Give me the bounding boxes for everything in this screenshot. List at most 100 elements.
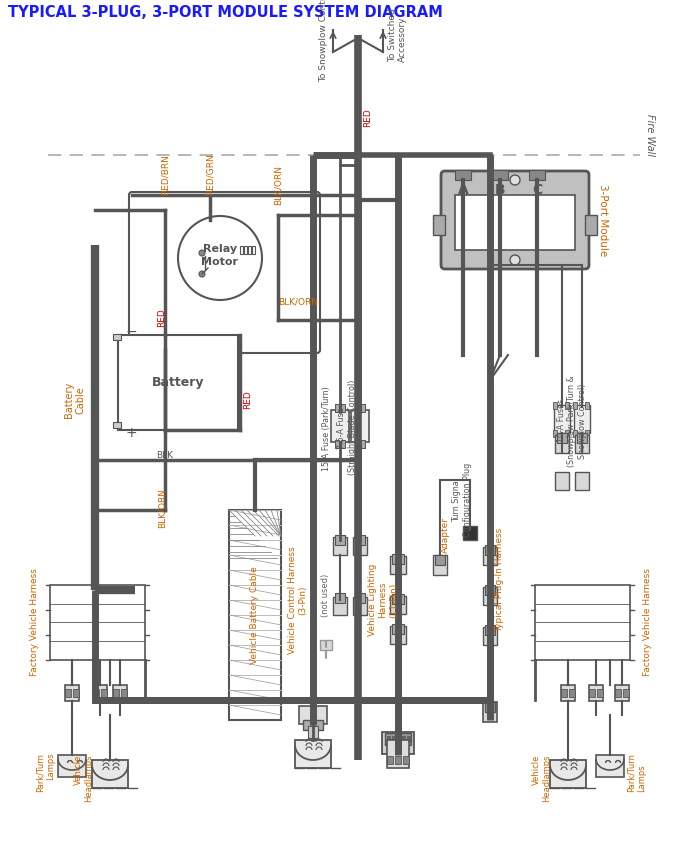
Bar (335, 593, 345, 603)
Bar (320, 640, 332, 650)
Bar (295, 740, 331, 768)
Bar (121, 689, 127, 697)
Circle shape (199, 250, 205, 256)
Bar (353, 537, 367, 555)
Bar (585, 430, 589, 437)
Bar (299, 706, 327, 724)
Text: 10-A Fuses
(Snowplow Park/Turn &
Snowplow Control): 10-A Fuses (Snowplow Park/Turn & Snowplo… (557, 375, 587, 467)
Bar (392, 736, 395, 742)
Text: 15-A Fuse (Park/Turn): 15-A Fuse (Park/Turn) (323, 386, 332, 471)
Text: Vehicle
Headlamps: Vehicle Headlamps (74, 754, 93, 802)
Text: B: B (495, 183, 505, 197)
Bar (615, 685, 629, 701)
Text: −: − (126, 325, 138, 339)
Bar (623, 689, 629, 697)
Text: BLK/ORN: BLK/ORN (158, 488, 167, 528)
FancyBboxPatch shape (441, 171, 589, 269)
Bar (308, 726, 318, 738)
Bar (485, 702, 495, 712)
Bar (341, 440, 345, 448)
Bar (387, 736, 390, 742)
Bar (397, 736, 400, 742)
Bar (248, 246, 251, 254)
Bar (385, 733, 411, 745)
Text: A: A (457, 183, 468, 197)
Bar (403, 756, 409, 764)
Text: C: C (532, 183, 542, 197)
Bar (341, 404, 345, 412)
Bar (455, 195, 575, 250)
Bar (92, 760, 128, 788)
Bar (50, 585, 145, 660)
Bar (382, 732, 414, 754)
Bar (535, 585, 630, 660)
Bar (483, 547, 497, 565)
Bar (433, 555, 447, 575)
Bar (463, 526, 477, 540)
Text: Vehicle
Headlamps: Vehicle Headlamps (531, 754, 551, 802)
Bar (573, 430, 577, 437)
Bar (387, 756, 393, 764)
Text: Adapter: Adapter (440, 517, 450, 553)
Bar (353, 597, 367, 615)
Bar (575, 435, 589, 453)
Bar (65, 685, 79, 701)
Bar (485, 625, 495, 635)
Bar (589, 685, 603, 701)
Bar (485, 545, 495, 555)
Text: Typical Plug-In Harness: Typical Plug-In Harness (495, 528, 504, 632)
Bar (244, 246, 247, 254)
Bar (331, 410, 349, 442)
Bar (335, 404, 339, 412)
Bar (73, 689, 79, 697)
Bar (93, 685, 107, 701)
Bar (392, 624, 404, 634)
Bar (65, 689, 71, 697)
Bar (433, 215, 445, 235)
Text: Relay: Relay (203, 244, 237, 254)
Bar (113, 689, 119, 697)
Bar (113, 422, 121, 428)
Bar (113, 685, 127, 701)
Bar (392, 594, 404, 604)
Text: 7.5-A Fuse
(Straight Blade Control): 7.5-A Fuse (Straight Blade Control) (337, 380, 357, 475)
Text: BLK/ORN: BLK/ORN (274, 165, 283, 205)
Text: BLK: BLK (156, 451, 173, 459)
Circle shape (510, 255, 520, 265)
Bar (483, 702, 497, 722)
Bar (58, 755, 86, 777)
Bar (351, 410, 369, 442)
Bar (565, 430, 569, 437)
Text: (not used): (not used) (321, 574, 330, 616)
Text: 3-Port Module: 3-Port Module (598, 184, 608, 256)
Bar (335, 440, 339, 448)
Bar (333, 537, 347, 555)
Text: RED: RED (363, 109, 372, 127)
Bar (390, 596, 406, 614)
Bar (101, 689, 107, 697)
Bar (553, 402, 557, 409)
Bar (483, 587, 497, 605)
Bar (485, 585, 495, 595)
Bar (393, 752, 403, 758)
Bar (387, 740, 409, 768)
Bar (573, 402, 577, 409)
Bar (557, 433, 567, 443)
Bar (565, 402, 569, 409)
Text: Fire Wall: Fire Wall (645, 114, 655, 156)
Bar (355, 593, 365, 603)
Bar (553, 430, 557, 437)
Bar (229, 510, 281, 720)
Bar (240, 246, 243, 254)
Bar (561, 685, 575, 701)
Bar (589, 689, 595, 697)
Bar (113, 334, 121, 340)
Bar (577, 433, 587, 443)
Bar (597, 689, 603, 697)
Text: TYPICAL 3-PLUG, 3-PORT MODULE SYSTEM DIAGRAM: TYPICAL 3-PLUG, 3-PORT MODULE SYSTEM DIA… (8, 5, 443, 20)
Text: RED/GRN: RED/GRN (205, 153, 214, 195)
Bar (561, 689, 567, 697)
Bar (390, 626, 406, 644)
FancyBboxPatch shape (129, 192, 320, 353)
Circle shape (510, 175, 520, 185)
